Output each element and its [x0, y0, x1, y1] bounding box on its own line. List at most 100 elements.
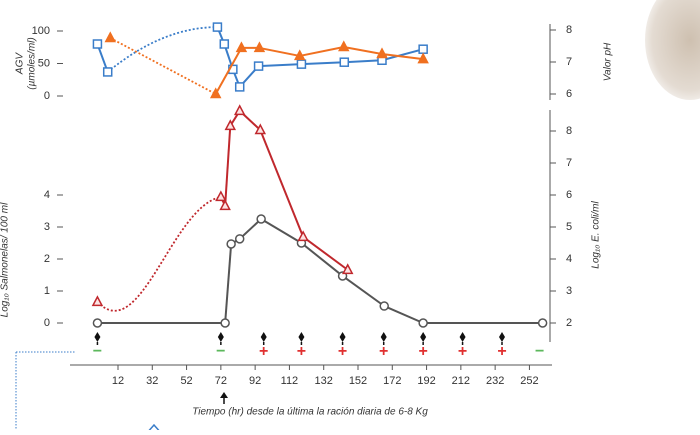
- line-segment: [383, 305, 424, 324]
- line-segment: [109, 37, 217, 95]
- x-tick-label: 172: [383, 375, 401, 387]
- y-tick-label: 100: [32, 25, 50, 37]
- marker: [91, 295, 104, 307]
- x-tick-label: 212: [452, 375, 470, 387]
- marker: [226, 239, 236, 249]
- y-axis-label: (µmoles/ml): [27, 37, 38, 89]
- marker: [235, 41, 248, 53]
- marker: [418, 44, 428, 54]
- dose-diamond: [260, 332, 267, 342]
- marker: [220, 318, 230, 328]
- line-segment: [381, 53, 424, 61]
- marker: [233, 104, 246, 116]
- dose-diamond: [217, 332, 224, 342]
- y-axis-label: Log₁₀ Salmonelas/ 100 ml: [0, 202, 11, 317]
- marker: [102, 67, 113, 77]
- marker: [253, 61, 264, 71]
- marker: [254, 123, 267, 135]
- treatment-sign: −: [216, 343, 225, 360]
- marker: [234, 82, 245, 92]
- line-segment: [300, 242, 344, 277]
- treatment-sign: +: [497, 343, 506, 360]
- y-tick-label: 0: [44, 317, 50, 329]
- treatment-sign: +: [338, 343, 347, 360]
- line-segment: [96, 196, 222, 312]
- line-segment: [107, 26, 218, 73]
- line-segment: [239, 218, 262, 240]
- y-tick-label: 2: [44, 253, 50, 265]
- y2-tick-label: 8: [566, 24, 572, 36]
- dose-diamond: [459, 332, 466, 342]
- line-segment: [302, 236, 349, 271]
- treatment-sign: +: [458, 343, 467, 360]
- x-tick-label: 72: [215, 375, 227, 387]
- y2-tick-label: 6: [566, 189, 572, 201]
- line-segment: [258, 63, 302, 68]
- dose-diamond: [298, 332, 305, 342]
- marker: [537, 318, 548, 328]
- marker: [297, 230, 309, 242]
- x-tick-label: 52: [180, 375, 192, 387]
- y2-tick-label: 5: [566, 221, 572, 233]
- marker: [104, 31, 117, 43]
- treatment-sign: −: [535, 343, 544, 360]
- marker: [219, 39, 230, 49]
- marker: [418, 318, 428, 328]
- marker: [341, 263, 354, 275]
- line-segment: [214, 47, 243, 95]
- y2-tick-label: 8: [566, 125, 572, 137]
- x-tick-label: 192: [417, 375, 435, 387]
- y2-axis-label: Log₁₀ E. coli/ml: [591, 201, 602, 269]
- treatment-sign: +: [297, 343, 306, 360]
- y-tick-label: 50: [38, 57, 50, 69]
- marker: [417, 52, 429, 64]
- marker: [338, 40, 350, 52]
- decor-caret: [145, 423, 163, 435]
- x-tick-label: 32: [146, 375, 158, 387]
- y2-tick-label: 3: [566, 285, 572, 297]
- x-tick-label: 12: [112, 375, 124, 387]
- x-tick-label: 232: [486, 375, 504, 387]
- line-segment: [343, 45, 383, 55]
- marker: [293, 49, 306, 61]
- y-tick-label: 4: [44, 189, 50, 201]
- dose-diamond: [339, 332, 346, 342]
- marker: [296, 59, 307, 69]
- marker: [256, 214, 266, 224]
- treatment-sign: +: [379, 343, 388, 360]
- line-segment: [344, 59, 383, 64]
- marker: [92, 318, 103, 328]
- line-segment: [260, 218, 302, 244]
- marker: [219, 199, 231, 211]
- marker: [376, 47, 388, 59]
- x-tick-label: 152: [349, 375, 367, 387]
- decor-image: [645, 0, 700, 100]
- line-segment: [381, 48, 424, 62]
- marker: [209, 87, 222, 99]
- line-segment: [301, 61, 345, 66]
- marker: [212, 22, 223, 32]
- y2-tick-label: 7: [566, 56, 572, 68]
- y2-axis-label: Valor pH: [603, 42, 614, 81]
- marker: [253, 41, 266, 53]
- x-tick-label: 112: [281, 375, 299, 387]
- marker: [92, 39, 103, 49]
- y-axis-label: AGV: [15, 52, 26, 75]
- y2-tick-label: 6: [566, 88, 572, 100]
- line-segment: [299, 45, 344, 57]
- marker: [224, 119, 237, 131]
- y2-tick-label: 2: [566, 317, 572, 329]
- line-segment: [224, 125, 232, 206]
- line-segment: [259, 129, 305, 238]
- marker: [339, 57, 350, 67]
- y2-tick-label: 4: [566, 253, 572, 265]
- dose-diamond: [380, 332, 387, 342]
- x-tick-label: 132: [315, 375, 333, 387]
- arrow-up: [220, 392, 228, 398]
- marker: [215, 190, 227, 202]
- dose-diamond: [499, 332, 505, 342]
- y-tick-label: 0: [44, 90, 50, 102]
- y-tick-label: 3: [44, 221, 50, 233]
- marker: [234, 234, 245, 244]
